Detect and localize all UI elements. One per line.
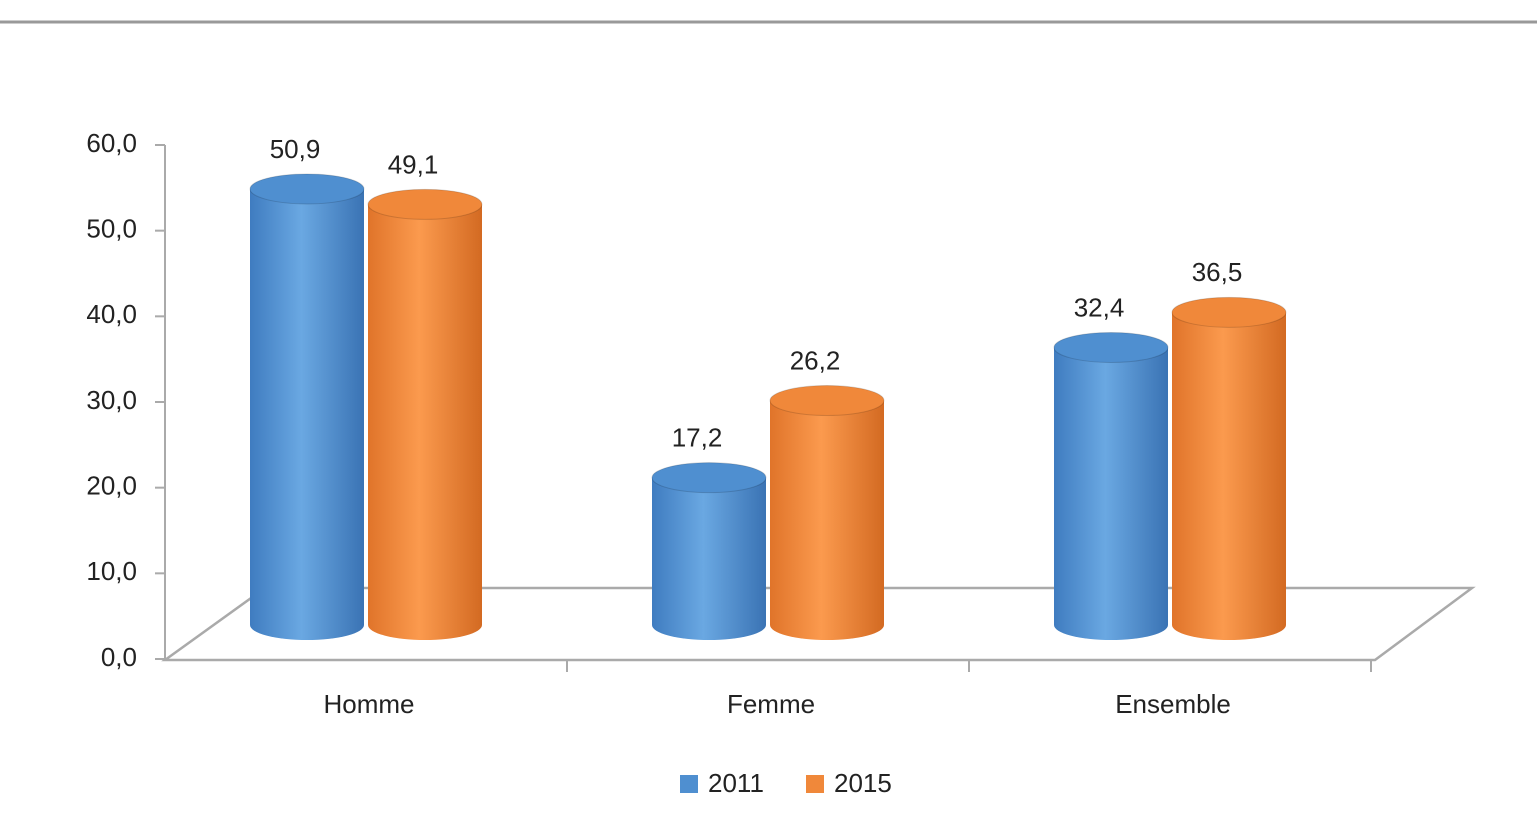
legend-swatch xyxy=(680,775,698,793)
cylinder-top xyxy=(367,188,483,220)
cylinder xyxy=(1171,296,1287,640)
x-tick-label: Homme xyxy=(323,689,414,719)
data-label: 26,2 xyxy=(790,345,841,375)
cylinder-body xyxy=(1054,347,1168,640)
cylinder-top xyxy=(1053,331,1169,363)
cylinder-body xyxy=(652,477,766,640)
legend-label: 2011 xyxy=(708,768,764,798)
cylinder xyxy=(651,462,767,640)
legend-swatch xyxy=(806,775,824,793)
y-tick-label: 60,0 xyxy=(86,128,137,158)
cylinder xyxy=(249,173,365,640)
cylinder-top xyxy=(651,462,767,494)
x-tick-label: Ensemble xyxy=(1115,689,1231,719)
cylinder xyxy=(769,385,885,640)
y-tick-label: 30,0 xyxy=(86,385,137,415)
data-label: 32,4 xyxy=(1074,292,1125,322)
data-label: 17,2 xyxy=(672,423,723,453)
cylinder xyxy=(1053,331,1169,640)
y-tick-label: 0,0 xyxy=(101,642,137,672)
cylinder-top xyxy=(769,385,885,417)
y-tick-label: 40,0 xyxy=(86,299,137,329)
cylinder-body xyxy=(250,188,364,640)
y-tick-label: 20,0 xyxy=(86,471,137,501)
x-tick-label: Femme xyxy=(727,689,815,719)
cylinder-top xyxy=(1171,296,1287,328)
cylinder-top xyxy=(249,173,365,205)
data-label: 50,9 xyxy=(270,134,321,164)
data-label: 49,1 xyxy=(388,149,439,179)
data-label: 36,5 xyxy=(1192,257,1243,287)
cylinder-body xyxy=(770,400,884,640)
cylinder-body xyxy=(1172,312,1286,640)
legend-label: 2015 xyxy=(834,768,892,798)
cylinder-body xyxy=(368,204,482,641)
y-tick-label: 50,0 xyxy=(86,214,137,244)
y-tick-label: 10,0 xyxy=(86,556,137,586)
cylinder xyxy=(367,188,483,641)
